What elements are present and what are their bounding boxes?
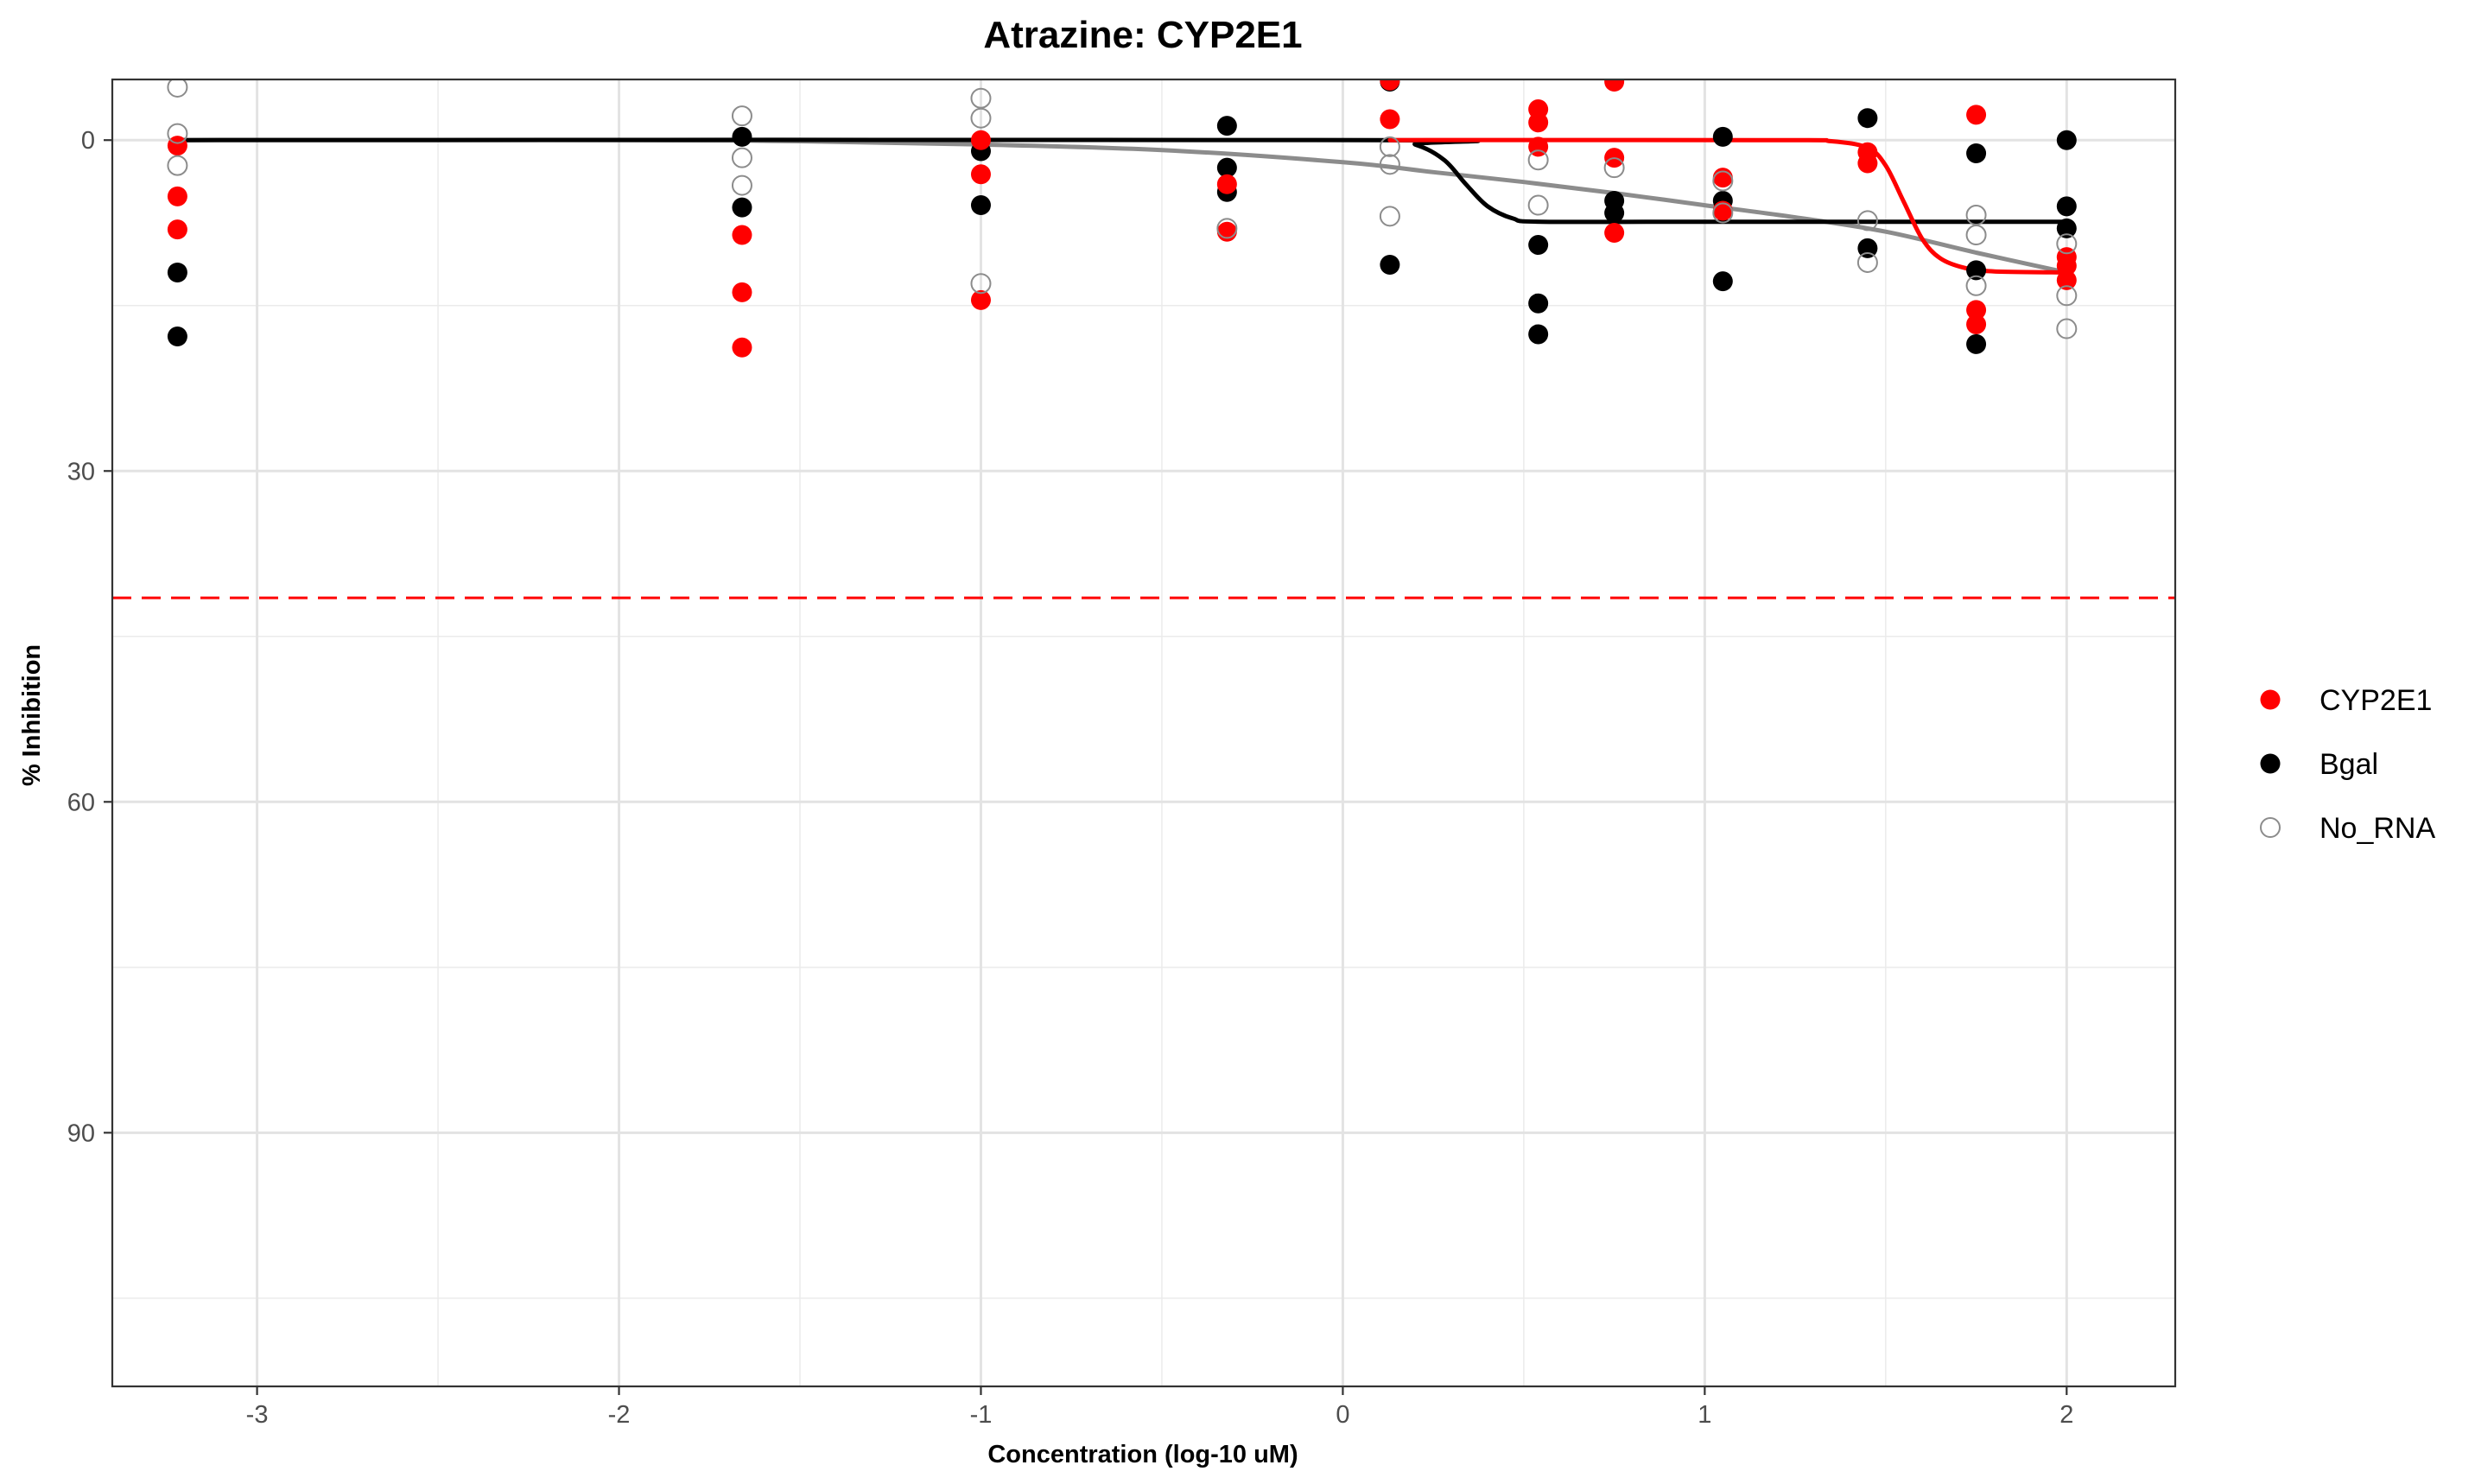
data-point-cyp2e1: [1380, 109, 1399, 129]
y-tick-label: 30: [67, 458, 95, 485]
data-point-bgal: [732, 198, 752, 218]
y-tick-label: 0: [81, 127, 95, 155]
data-point-bgal: [971, 195, 991, 215]
y-tick-label: 60: [67, 789, 95, 816]
legend-label-cyp2e1: CYP2E1: [2320, 684, 2432, 717]
data-point-bgal: [2057, 219, 2077, 238]
legend-label-bgal: Bgal: [2320, 748, 2378, 781]
chart-title: Atrazine: CYP2E1: [983, 14, 1302, 56]
data-point-cyp2e1: [732, 225, 752, 245]
data-point-cyp2e1: [971, 164, 991, 184]
data-point-bgal: [1966, 260, 1986, 280]
data-point-bgal: [1604, 203, 1624, 223]
legend-label-no-rna: No_RNA: [2320, 812, 2435, 845]
data-point-bgal: [1528, 235, 1548, 255]
data-point-cyp2e1: [971, 130, 991, 150]
data-point-bgal: [1528, 294, 1548, 314]
data-point-cyp2e1: [1217, 174, 1237, 194]
data-point-bgal: [1966, 143, 1986, 163]
data-point-bgal: [1217, 116, 1237, 136]
x-tick-label: 0: [1336, 1401, 1349, 1429]
y-axis-title: % Inhibition: [18, 644, 46, 786]
data-point-cyp2e1: [732, 282, 752, 302]
data-point-cyp2e1: [1966, 314, 1986, 334]
data-point-bgal: [1966, 334, 1986, 354]
data-point-bgal: [1380, 255, 1399, 275]
y-tick-label: 90: [67, 1119, 95, 1147]
data-point-bgal: [732, 127, 752, 147]
data-point-cyp2e1: [168, 219, 187, 239]
data-point-bgal: [168, 263, 187, 282]
x-tick-label: 1: [1698, 1401, 1711, 1429]
data-point-cyp2e1: [1966, 105, 1986, 124]
legend-key-bgal: [2261, 754, 2281, 774]
data-point-bgal: [1713, 127, 1733, 147]
data-point-cyp2e1: [2057, 270, 2077, 290]
data-point-cyp2e1: [1604, 223, 1624, 243]
x-axis-title: Concentration (log-10 uM): [987, 1441, 1298, 1468]
data-point-cyp2e1: [1528, 112, 1548, 132]
x-tick-label: -1: [970, 1401, 993, 1429]
x-tick-label: 2: [2059, 1401, 2073, 1429]
data-point-bgal: [1528, 324, 1548, 344]
data-point-cyp2e1: [1857, 154, 1877, 174]
data-point-bgal: [2057, 196, 2077, 216]
data-point-bgal: [2057, 130, 2077, 150]
data-point-bgal: [1857, 108, 1877, 128]
data-point-cyp2e1: [168, 187, 187, 206]
data-point-bgal: [1713, 271, 1733, 291]
data-point-cyp2e1: [732, 338, 752, 358]
legend-key-cyp2e1: [2261, 690, 2281, 710]
x-tick-label: -2: [608, 1401, 631, 1429]
x-tick-label: -3: [246, 1401, 269, 1429]
data-point-bgal: [168, 327, 187, 346]
